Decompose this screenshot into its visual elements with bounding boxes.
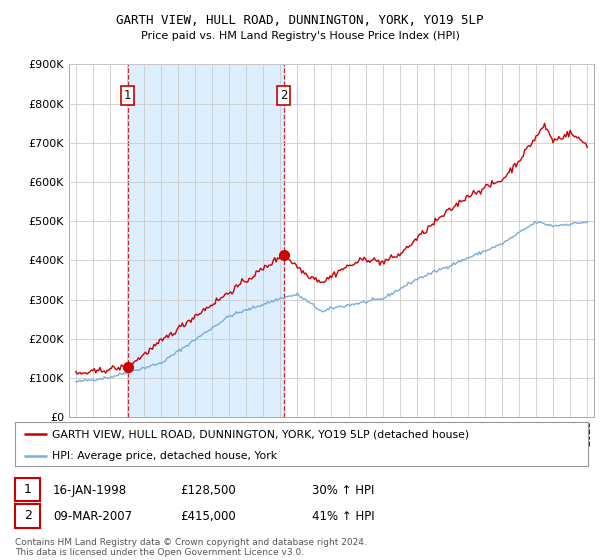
Text: GARTH VIEW, HULL ROAD, DUNNINGTON, YORK, YO19 5LP (detached house): GARTH VIEW, HULL ROAD, DUNNINGTON, YORK,… [52,429,469,439]
Text: Contains HM Land Registry data © Crown copyright and database right 2024.
This d: Contains HM Land Registry data © Crown c… [15,538,367,557]
Text: 09-MAR-2007: 09-MAR-2007 [53,510,132,524]
Text: Price paid vs. HM Land Registry's House Price Index (HPI): Price paid vs. HM Land Registry's House … [140,31,460,41]
Text: £128,500: £128,500 [180,484,236,497]
Text: 2: 2 [280,89,287,102]
Text: 2: 2 [23,509,32,522]
Bar [128,64,284,417]
Text: 41% ↑ HPI: 41% ↑ HPI [312,510,374,524]
Text: 30% ↑ HPI: 30% ↑ HPI [312,484,374,497]
Text: GARTH VIEW, HULL ROAD, DUNNINGTON, YORK, YO19 5LP: GARTH VIEW, HULL ROAD, DUNNINGTON, YORK,… [116,14,484,27]
Text: 1: 1 [23,483,32,496]
Text: 1: 1 [124,89,131,102]
Text: 16-JAN-1998: 16-JAN-1998 [53,484,127,497]
Text: HPI: Average price, detached house, York: HPI: Average price, detached house, York [52,451,277,461]
Text: £415,000: £415,000 [180,510,236,524]
